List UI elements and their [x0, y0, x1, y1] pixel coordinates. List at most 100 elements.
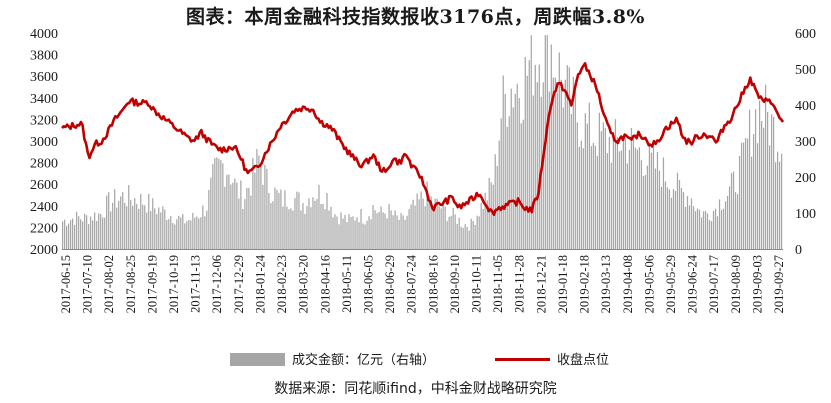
volume-bar [74, 224, 76, 249]
volume-bar [460, 226, 462, 249]
left-tick-label: 2000 [30, 243, 58, 258]
volume-bar [344, 214, 346, 249]
volume-bar [296, 191, 298, 249]
volume-bar [690, 198, 693, 249]
volume-bar [450, 215, 452, 249]
volume-bar [464, 224, 466, 249]
volume-bar [360, 209, 362, 249]
volume-bar [560, 79, 562, 249]
right-tick-label: 500 [795, 63, 816, 78]
volume-bar [210, 177, 212, 249]
volume-bar [734, 192, 737, 249]
volume-bar [384, 213, 386, 249]
volume-bar [744, 138, 747, 249]
volume-bar [152, 198, 154, 249]
volume-bar [174, 224, 176, 249]
volume-bar [534, 64, 536, 249]
volume-bar [354, 220, 356, 249]
volume-bar [550, 44, 552, 250]
volume-bar [530, 35, 532, 249]
volume-bar [132, 205, 134, 249]
volume-bar [736, 194, 739, 249]
volume-bar [652, 147, 655, 249]
volume-bar [578, 146, 580, 249]
x-tick-label: 2018-01-24 [254, 254, 268, 313]
x-tick-label: 2018-03-20 [297, 255, 311, 313]
volume-bar [732, 171, 735, 249]
volume-bar [176, 219, 178, 249]
x-tick-label: 2017-12-06 [210, 255, 224, 313]
left-tick-label: 2800 [30, 157, 58, 172]
volume-bar [230, 184, 232, 249]
volume-bar [584, 113, 586, 249]
volume-bar [76, 211, 78, 249]
volume-bar [162, 206, 164, 249]
volume-bar [228, 174, 230, 249]
volume-bar [412, 199, 414, 249]
volume-bar [190, 220, 192, 249]
volume-bar [482, 209, 484, 249]
volume-bar [170, 215, 172, 249]
right-tick-label: 100 [795, 207, 816, 222]
volume-bar [492, 184, 494, 249]
volume-bar [166, 219, 168, 249]
volume-bar [638, 147, 641, 249]
volume-bar [710, 221, 713, 249]
x-tick-label: 2019-09-27 [772, 255, 786, 313]
volume-bar [78, 216, 80, 249]
x-tick-label: 2018-02-23 [275, 255, 289, 313]
x-tick-label: 2017-12-29 [232, 255, 246, 313]
volume-bar [422, 198, 424, 249]
volume-bar [720, 209, 723, 249]
volume-bar [568, 67, 570, 250]
volume-bar [646, 165, 649, 249]
volume-bar [394, 210, 396, 249]
volume-bar [650, 152, 653, 249]
left-tick-label: 3400 [30, 92, 58, 107]
left-axis: 2000 2200 2400 2600 2800 3000 3200 3400 3600 3800… [30, 27, 58, 258]
volume-bar [366, 220, 368, 249]
volume-bar [272, 201, 274, 249]
volume-bar [514, 93, 516, 249]
volume-bar [302, 202, 304, 249]
left-tick-label: 3000 [30, 135, 58, 150]
volume-bar [654, 168, 657, 249]
close-line-layer [61, 62, 785, 217]
legend-label-close: 收盘点位 [557, 352, 609, 368]
x-tick-label: 2017-10-19 [167, 255, 181, 313]
volume-bar [458, 217, 460, 249]
volume-bar [484, 192, 486, 249]
volume-bar [548, 91, 550, 250]
volume-bar [470, 218, 472, 249]
legend: 成交金额：亿元（右轴） 收盘点位 [230, 352, 609, 368]
volume-bar [388, 203, 390, 249]
volume-bar [334, 214, 336, 249]
volume-bar [516, 83, 518, 249]
volume-bar [140, 193, 142, 249]
volume-bar [434, 198, 436, 249]
x-tick-label: 2018-12-21 [534, 255, 548, 313]
volume-bar [286, 206, 288, 249]
source-note: 数据来源：同花顺ifind，中科金财战略研究院 [274, 381, 557, 397]
volume-bar [644, 175, 647, 249]
volume-bar [400, 213, 402, 249]
volume-bar [240, 180, 242, 249]
volume-bar [742, 142, 745, 249]
volume-bar [576, 122, 578, 249]
volume-bar [144, 205, 146, 249]
volume-bar [738, 155, 741, 249]
volume-bar [456, 223, 458, 249]
volume-bar [252, 157, 254, 249]
volume-bar [336, 216, 338, 249]
volume-bar [194, 217, 196, 249]
volume-bar [418, 199, 420, 249]
volume-bar [148, 193, 150, 249]
x-tick-label: 2019-05-06 [642, 255, 656, 313]
volume-bar [606, 153, 608, 249]
right-tick-label: 200 [795, 171, 816, 186]
x-tick-label: 2019-09-03 [750, 255, 764, 313]
volume-bar [156, 214, 158, 249]
volume-bar [552, 77, 554, 250]
volume-bar [288, 209, 290, 249]
x-tick-label: 2018-06-05 [362, 255, 376, 313]
